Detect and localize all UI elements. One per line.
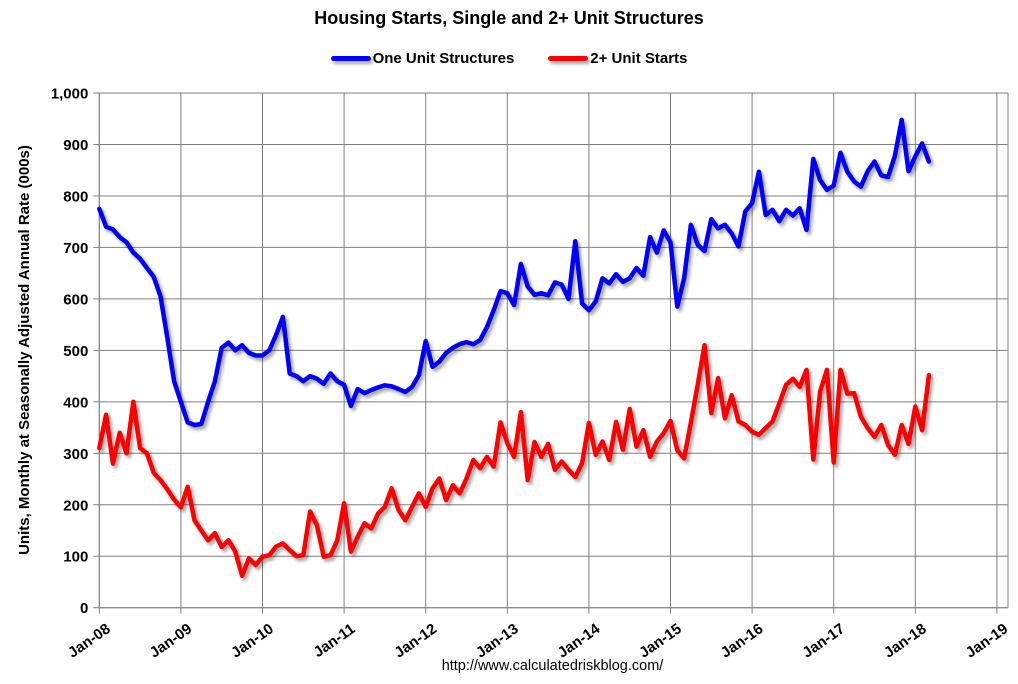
page-title: Housing Starts, Single and 2+ Unit Struc… bbox=[314, 8, 704, 28]
y-tick-label: 600 bbox=[63, 291, 88, 308]
x-tick-label: Jan-12 bbox=[391, 620, 440, 661]
y-tick-label: 500 bbox=[63, 343, 88, 360]
series-lines bbox=[97, 117, 932, 579]
x-tick-label: Jan-08 bbox=[65, 620, 114, 661]
y-tick-label: 300 bbox=[63, 446, 88, 463]
axis-ticks bbox=[93, 92, 998, 614]
x-tick-label: Jan-14 bbox=[555, 620, 604, 662]
legend-item-two-plus-unit: 2+ Unit Starts bbox=[548, 50, 687, 67]
gridlines bbox=[98, 92, 1009, 609]
legend-swatch-one-unit-icon bbox=[330, 56, 371, 61]
legend-item-one-unit: One Unit Structures bbox=[330, 50, 515, 67]
x-tick-label: Jan-16 bbox=[718, 620, 767, 661]
series-line-one-unit bbox=[97, 117, 932, 428]
x-tick-label: Jan-09 bbox=[147, 620, 196, 661]
y-tick-label: 200 bbox=[63, 497, 88, 514]
x-tick-label: Jan-19 bbox=[963, 620, 1012, 661]
y-tick-label: 700 bbox=[63, 240, 88, 257]
x-tick-label: Jan-18 bbox=[881, 620, 930, 661]
x-tick-label: Jan-10 bbox=[228, 620, 277, 661]
series-line-two-plus-unit bbox=[97, 342, 932, 579]
y-tick-label: 900 bbox=[63, 137, 88, 154]
legend-label-one-unit: One Unit Structures bbox=[372, 50, 515, 67]
y-tick-label: 1,000 bbox=[51, 86, 89, 103]
chart-legend: One Unit Structures 2+ Unit Starts bbox=[0, 50, 1018, 67]
y-tick-label: 100 bbox=[63, 549, 88, 566]
legend-label-two-plus-unit: 2+ Unit Starts bbox=[590, 50, 688, 67]
x-tick-label: Jan-11 bbox=[310, 620, 358, 661]
y-tick-label: 0 bbox=[80, 600, 88, 617]
x-tick-label: Jan-17 bbox=[799, 620, 848, 661]
footer-url: http://www.calculatedriskblog.com/ bbox=[441, 658, 664, 674]
y-tick-label: 800 bbox=[63, 188, 88, 205]
x-tick-label: Jan-13 bbox=[473, 620, 522, 661]
legend-swatch-two-plus-unit-icon bbox=[548, 56, 589, 61]
y-tick-label: 400 bbox=[63, 394, 88, 411]
x-tick-label: Jan-15 bbox=[636, 620, 685, 661]
